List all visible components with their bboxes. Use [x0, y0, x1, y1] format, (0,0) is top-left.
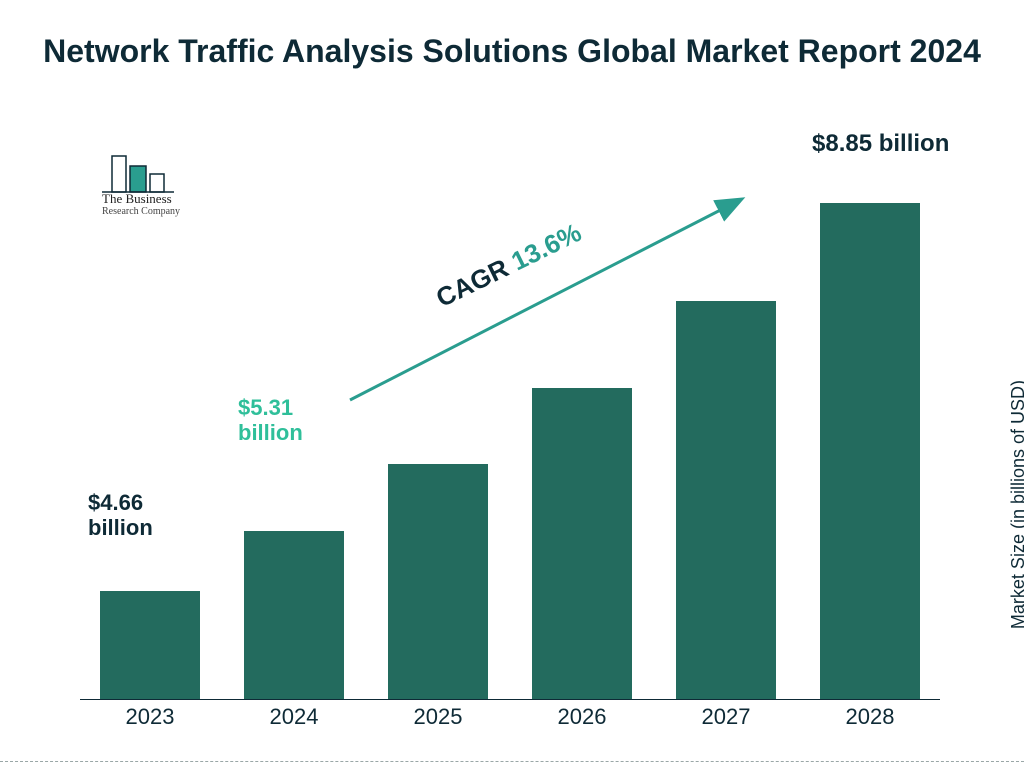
bar [532, 388, 632, 699]
x-label: 2024 [234, 704, 354, 730]
bar [244, 531, 344, 699]
bottom-divider [0, 761, 1024, 762]
data-label: $8.85 billion [812, 130, 949, 158]
x-label: 2026 [522, 704, 642, 730]
bar [820, 203, 920, 699]
x-labels: 2023 2024 2025 2026 2027 2028 [80, 704, 940, 730]
bar-slot [666, 189, 786, 699]
bar [388, 464, 488, 699]
x-axis [80, 699, 940, 700]
data-label: $5.31billion [238, 395, 303, 446]
x-label: 2025 [378, 704, 498, 730]
data-label: $4.66billion [88, 490, 153, 541]
bar [676, 301, 776, 699]
x-label: 2027 [666, 704, 786, 730]
y-axis-label: Market Size (in billions of USD) [1008, 380, 1024, 629]
x-label: 2028 [810, 704, 930, 730]
bar-slot [810, 189, 930, 699]
chart-canvas: Network Traffic Analysis Solutions Globa… [0, 0, 1024, 768]
bar-slot [90, 189, 210, 699]
x-label: 2023 [90, 704, 210, 730]
chart-title: Network Traffic Analysis Solutions Globa… [0, 32, 1024, 70]
bar [100, 591, 200, 699]
